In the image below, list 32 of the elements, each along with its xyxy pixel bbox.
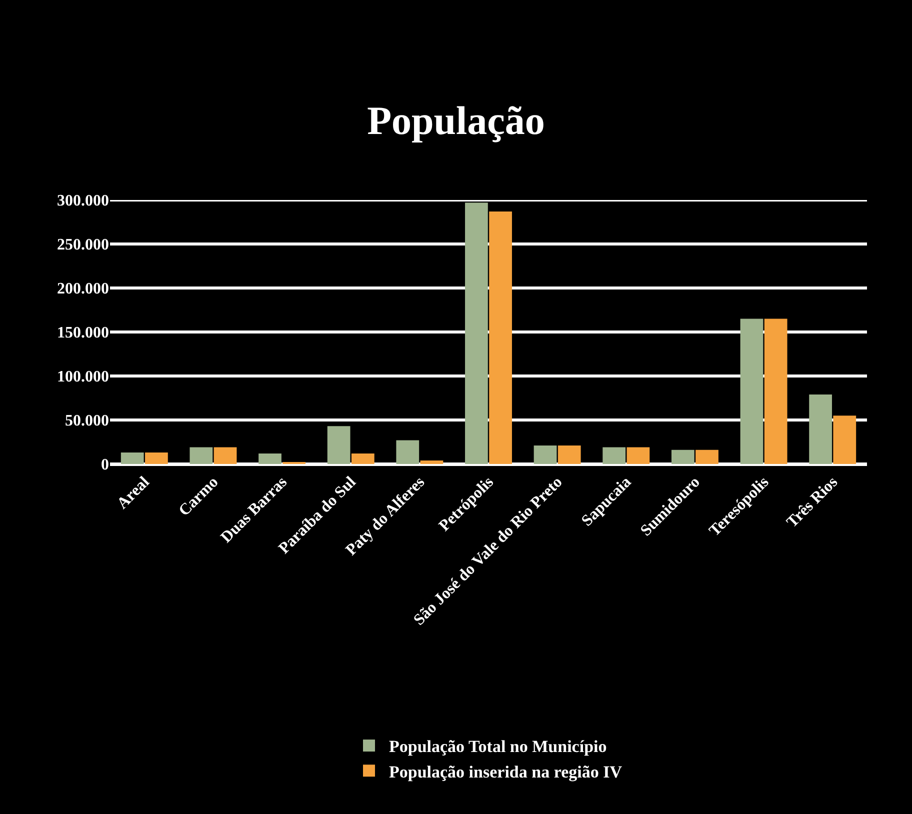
bar — [489, 211, 512, 464]
bar — [465, 202, 488, 464]
bar — [534, 446, 557, 464]
legend-label: População Total no Município — [389, 737, 607, 756]
bar — [626, 447, 650, 464]
y-tick-label: 50.000 — [65, 412, 109, 430]
y-tick-label: 100.000 — [57, 368, 109, 386]
bar — [351, 453, 374, 464]
bar — [833, 416, 856, 464]
y-tick-label: 0 — [101, 456, 109, 474]
bar — [190, 447, 213, 464]
legend-label: População inserida na região IV — [389, 762, 623, 782]
y-tick-label: 200.000 — [57, 280, 109, 298]
bar — [558, 446, 581, 464]
bar — [327, 426, 350, 464]
bar — [671, 450, 694, 464]
y-tick-label: 250.000 — [57, 236, 109, 254]
bar — [145, 452, 168, 464]
bar — [740, 318, 764, 464]
bar — [764, 318, 788, 464]
bar — [120, 452, 144, 464]
bar — [809, 394, 832, 464]
bar — [420, 460, 444, 464]
bar — [396, 440, 420, 464]
bar — [696, 450, 718, 464]
x-tick-label: Três Rios — [784, 474, 842, 532]
bar — [214, 447, 237, 464]
bar — [258, 453, 282, 464]
y-tick-label: 300.000 — [57, 192, 109, 210]
y-tick-label: 150.000 — [57, 324, 109, 342]
chart-title: População — [367, 98, 545, 143]
bar — [602, 447, 626, 464]
